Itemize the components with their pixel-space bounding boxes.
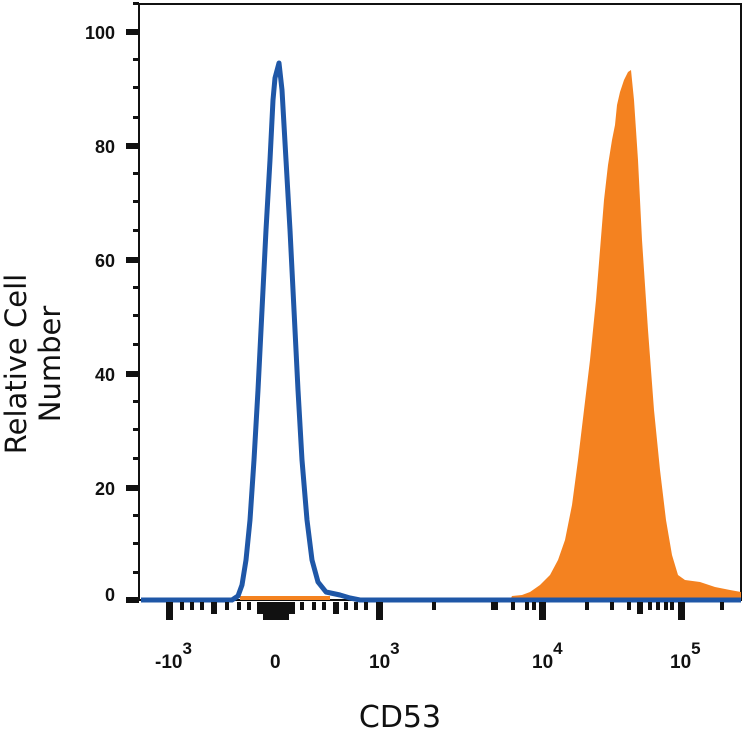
x-axis-ticks (166, 602, 724, 620)
y-major-tick (126, 597, 139, 603)
y-axis-label: Relative Cell Number (0, 273, 67, 455)
x-tick-label: 103 (369, 639, 400, 673)
y-tick-labels: 100 80 60 40 20 0 (85, 23, 115, 605)
y-major-tick (126, 29, 139, 35)
y-major-tick (126, 143, 139, 149)
y-major-tick (126, 257, 139, 263)
x-axis-label: CD53 (358, 700, 442, 735)
y-tick-label: 40 (95, 365, 115, 385)
y-tick-label: 20 (95, 479, 115, 499)
y-tick-label: 80 (95, 137, 115, 157)
y-tick-label: 0 (105, 585, 115, 605)
y-tick-label: 100 (85, 23, 115, 43)
x-tick-label: 104 (532, 639, 563, 673)
y-axis (126, 2, 139, 603)
isotype-control-line (141, 60, 741, 603)
y-major-tick (126, 485, 139, 491)
x-tick-label: 0 (270, 652, 281, 673)
y-tick-label: 60 (95, 251, 115, 271)
x-tick-label: 105 (670, 639, 701, 673)
cd53-filled-histogram (240, 70, 741, 600)
x-tick-labels: -103 0 103 104 105 (155, 639, 701, 673)
x-tick-label: -103 (155, 639, 192, 673)
y-major-tick (126, 371, 139, 377)
